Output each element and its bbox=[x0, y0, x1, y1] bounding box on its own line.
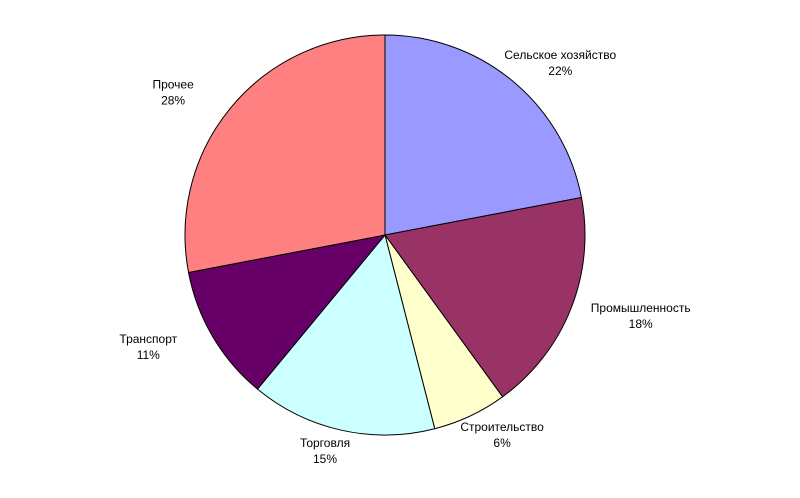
slice-value-label: 11% bbox=[137, 348, 160, 362]
slice-label: Торговля bbox=[300, 436, 350, 450]
slice-label: Строительство bbox=[460, 420, 544, 434]
pie-slice bbox=[384, 34, 583, 236]
slice-value-label: 18% bbox=[629, 317, 653, 331]
slice-label: Сельское хозяйство bbox=[504, 48, 616, 62]
slice-label: Транспорт bbox=[119, 332, 177, 346]
slice-value-label: 28% bbox=[161, 94, 185, 108]
slice-value-label: 22% bbox=[548, 64, 572, 78]
pie-slice bbox=[187, 234, 387, 390]
pie-slice bbox=[184, 34, 386, 274]
slice-label: Промышленность bbox=[591, 301, 691, 315]
slice-value-label: 6% bbox=[493, 436, 511, 450]
pie-slice bbox=[256, 233, 436, 436]
slice-label: Прочее bbox=[152, 78, 194, 92]
pie-slice bbox=[384, 196, 586, 398]
slice-value-label: 15% bbox=[313, 452, 337, 466]
